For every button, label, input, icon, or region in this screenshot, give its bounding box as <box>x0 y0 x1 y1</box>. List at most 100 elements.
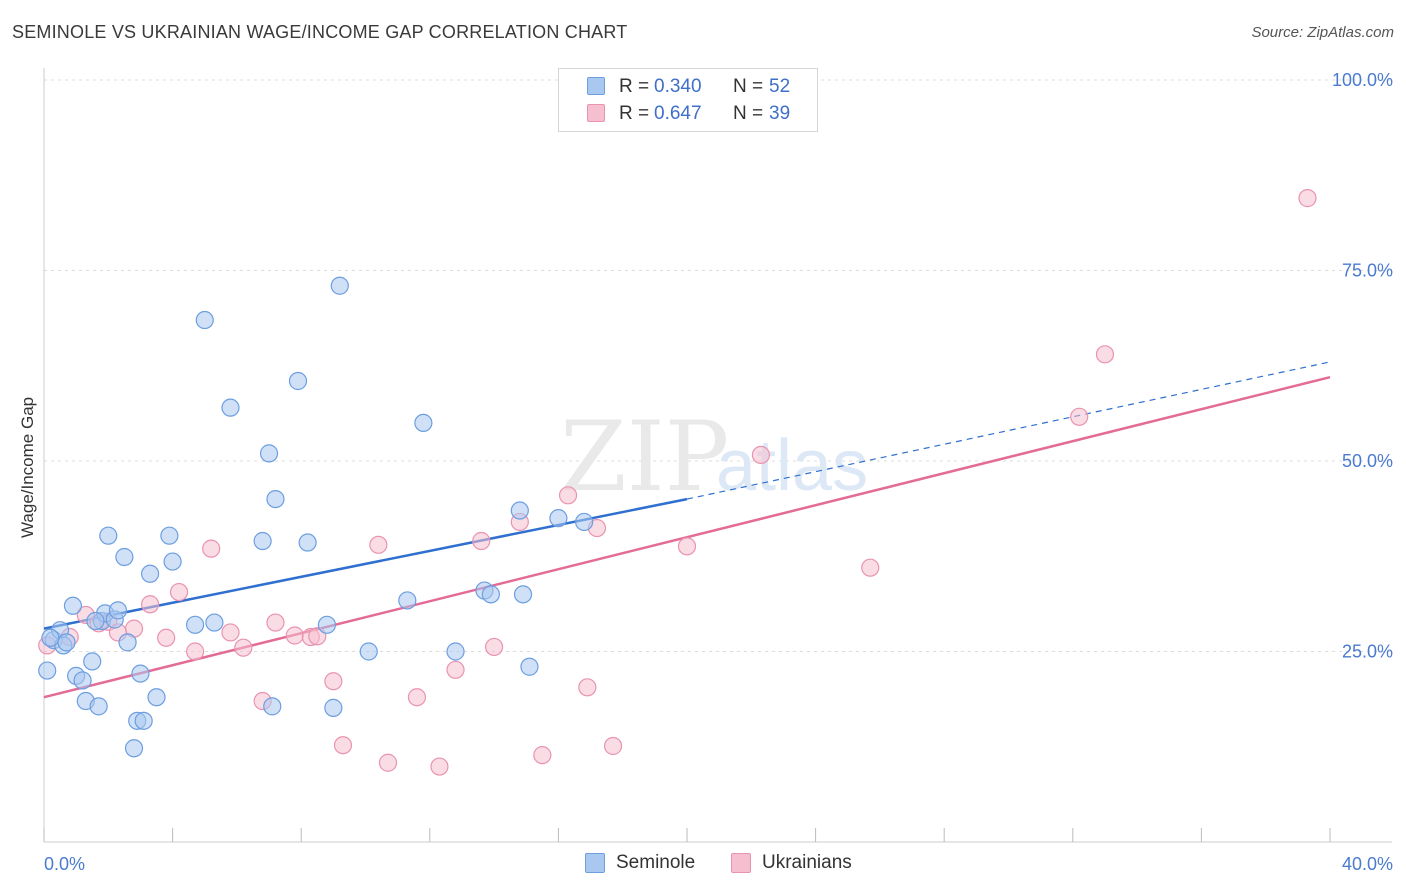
seminole-point <box>575 512 594 532</box>
ukrainians-point <box>285 626 304 645</box>
seminole-point <box>259 444 279 463</box>
legend-r-value: 0.647 <box>654 103 702 124</box>
chart-title: SEMINOLE VS UKRAINIAN WAGE/INCOME GAP CO… <box>12 22 628 42</box>
seminole-point <box>41 628 60 647</box>
x-tick-label-max: 40.0% <box>1342 854 1393 874</box>
source-label: Source: ZipAtlas.com <box>1251 24 1394 41</box>
seminole-point <box>163 552 182 571</box>
legend-n-value: 52 <box>769 76 791 97</box>
ukrainians-point <box>333 736 353 755</box>
seminole-point <box>549 509 568 528</box>
seminole-point <box>288 371 308 391</box>
legend-r-label: R = <box>619 76 650 97</box>
bottom-legend-swatch-ukrainians <box>731 853 751 873</box>
ukrainians-point <box>202 539 221 558</box>
seminole-point <box>73 671 92 690</box>
seminole-point <box>124 739 144 758</box>
seminole-point <box>140 564 160 583</box>
seminole-point <box>398 591 417 610</box>
ukrainians-point <box>221 623 240 642</box>
seminole-point <box>134 711 153 730</box>
bottom-legend-label-seminole: Seminole <box>616 852 696 873</box>
legend-r-value: 0.340 <box>654 76 702 97</box>
seminole-point <box>118 633 137 652</box>
legend-r-label: R = <box>619 103 650 124</box>
ukrainians-point <box>430 757 449 776</box>
ukrainians-point <box>369 535 388 554</box>
seminole-point <box>330 276 349 295</box>
tick-labels: 25.0% 50.0% 75.0% 100.0% 0.0% 40.0% <box>44 70 1393 874</box>
ukrainians-point <box>140 595 160 614</box>
ukrainians-point <box>533 746 552 765</box>
ukrainians-point <box>1298 189 1317 208</box>
seminole-point <box>186 615 205 634</box>
ukrainians-point <box>578 678 597 697</box>
seminole-point <box>298 533 317 552</box>
seminole-point <box>221 398 240 417</box>
ukrainians-point <box>407 688 427 707</box>
bottom-legend-label-ukrainians: Ukrainians <box>762 852 852 873</box>
seminole-point <box>520 657 539 676</box>
seminole-point <box>324 698 343 717</box>
seminole-point <box>160 526 179 545</box>
seminole-point <box>195 310 214 330</box>
legend-n-label: N = <box>733 103 764 124</box>
legend-n-label: N = <box>733 76 764 97</box>
ukrainians-point <box>472 531 491 551</box>
y-tick-label: 25.0% <box>1342 642 1393 662</box>
ukrainians-point <box>603 736 623 756</box>
y-tick-label: 75.0% <box>1342 261 1393 281</box>
seminole-point <box>38 661 57 680</box>
seminole-point <box>317 615 337 634</box>
ukrainians-point <box>324 672 343 691</box>
seminole-point <box>131 664 150 683</box>
bottom-legend-swatch-seminole <box>585 853 605 873</box>
axes <box>43 68 1392 843</box>
legend-box: R = 0.340 N = 52 R = 0.647 N = 39 <box>558 68 818 132</box>
ukrainians-point <box>751 445 771 465</box>
legend-swatch-ukrainians <box>587 104 605 122</box>
seminole-point <box>57 633 76 652</box>
seminole-point <box>108 601 128 620</box>
ukrainians-point <box>1095 345 1115 364</box>
ukrainians-point <box>861 558 880 577</box>
ukrainians-point <box>234 638 253 657</box>
seminole-point <box>89 697 108 716</box>
ukrainians-point <box>677 537 697 556</box>
x-tick-label-min: 0.0% <box>44 854 85 874</box>
seminole-point <box>99 526 118 545</box>
gridlines <box>44 79 1392 652</box>
ukrainians-point <box>485 637 504 657</box>
legend-n-value: 39 <box>769 103 791 124</box>
seminole-point <box>63 596 83 615</box>
seminole-point <box>147 688 166 707</box>
ukrainians-point <box>378 753 398 772</box>
seminole-point <box>481 585 500 604</box>
ukrainians-point <box>169 582 189 602</box>
seminole-point <box>263 697 282 716</box>
ukrainians-point <box>157 628 176 647</box>
y-tick-label: 100.0% <box>1332 70 1393 90</box>
ukrainians-point <box>446 660 465 679</box>
ukrainians-point <box>1070 407 1089 426</box>
ukrainians-point <box>186 642 205 661</box>
seminole-point <box>115 547 134 567</box>
y-axis-label: Wage/Income Gap <box>18 396 37 538</box>
seminole-point <box>446 642 465 661</box>
seminole-point <box>359 642 378 661</box>
data-points <box>38 189 1317 776</box>
seminole-point <box>266 490 285 509</box>
watermark: ZIP atlas <box>560 401 868 513</box>
seminole-point <box>510 501 529 520</box>
y-tick-label: 50.0% <box>1342 451 1393 471</box>
ukrainians-trend-line <box>43 375 1331 699</box>
legend-swatch-seminole <box>587 77 605 95</box>
ukrainians-point <box>558 486 578 505</box>
watermark-atlas: atlas <box>716 426 868 506</box>
seminole-point <box>83 652 102 671</box>
seminole-point <box>253 531 272 551</box>
seminole-point <box>86 611 105 631</box>
seminole-point <box>205 613 224 632</box>
watermark-zip: ZIP <box>560 401 729 513</box>
